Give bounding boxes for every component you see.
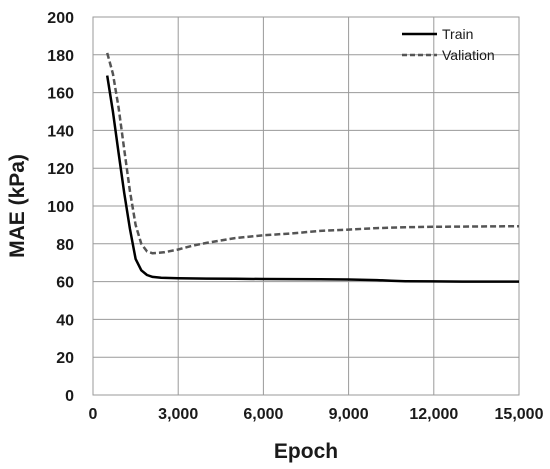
y-tick-label: 80 — [56, 237, 74, 254]
y-tick-label: 200 — [47, 10, 74, 27]
legend: Train Valiation — [402, 26, 495, 63]
x-axis-title: Epoch — [274, 440, 338, 463]
validation-series-line — [105, 52, 520, 255]
y-tick-label: 100 — [47, 199, 74, 216]
y-tick-label: 0 — [65, 388, 74, 405]
x-tick-label: 0 — [89, 406, 98, 423]
y-tick-label: 20 — [56, 350, 74, 367]
grid-lines — [92, 16, 520, 396]
legend-label-train: Train — [442, 26, 473, 42]
y-tick-label: 120 — [47, 161, 74, 178]
x-tick-label: 6,000 — [243, 406, 283, 423]
legend-label-validation: Valiation — [442, 47, 495, 63]
y-tick-label: 140 — [47, 123, 74, 140]
tick-labels: 0 3,000 6,000 9,000 12,000 15,000 0 20 40 60 80 100… — [47, 10, 543, 423]
y-tick-label: 180 — [47, 48, 74, 65]
plot-area-frame — [92, 16, 520, 396]
x-tick-label: 9,000 — [329, 406, 369, 423]
x-tick-label: 3,000 — [158, 406, 198, 423]
x-tick-label: 15,000 — [495, 406, 544, 423]
y-tick-label: 60 — [56, 275, 74, 292]
x-tick-label: 12,000 — [409, 406, 458, 423]
y-axis-title: MAE (kPa) — [6, 154, 29, 258]
y-tick-label: 40 — [56, 312, 74, 329]
y-tick-label: 160 — [47, 86, 74, 103]
series-lines — [105, 52, 520, 283]
train-series-line — [105, 75, 519, 283]
